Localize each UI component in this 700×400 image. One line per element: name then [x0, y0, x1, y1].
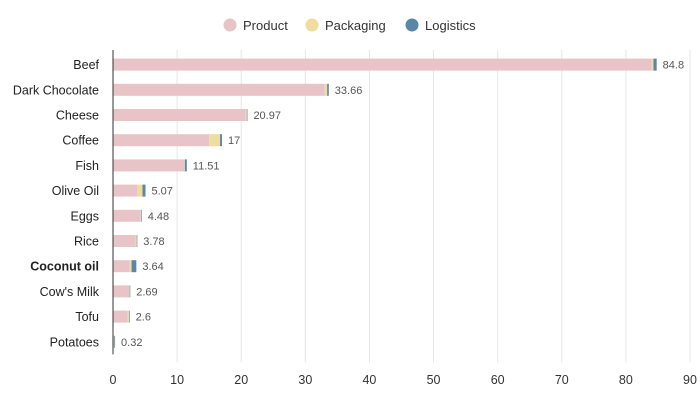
bar-cheese-packaging	[245, 109, 247, 121]
x-tick-label: 60	[491, 373, 505, 387]
x-tick-label: 90	[683, 373, 697, 387]
value-label-cheese: 20.97	[253, 110, 281, 122]
bar-olive-oil-logistics	[142, 184, 146, 197]
bar-beef-logistics	[653, 58, 657, 71]
bar-tofu-packaging	[127, 310, 130, 323]
legend: Product Packaging Logistics	[223, 18, 476, 33]
legend-label-logistics: Logistics	[425, 18, 476, 33]
x-tick-label: 0	[110, 373, 117, 387]
bar-beef-product	[113, 58, 652, 71]
bar-fish-packaging	[184, 159, 185, 172]
bar-fish-logistics	[184, 159, 187, 172]
legend-label-packaging: Packaging	[325, 18, 386, 33]
legend-swatch-packaging	[305, 18, 319, 32]
value-label-rice: 3.78	[143, 236, 164, 248]
bar-cow-s-milk-logistics	[129, 285, 131, 298]
bar-coffee-product	[113, 134, 210, 147]
bar-eggs-logistics	[141, 209, 142, 222]
value-label-cow-s-milk: 2.69	[136, 286, 157, 298]
bar-cow-s-milk-product	[113, 285, 130, 298]
category-label-potatoes: Potatoes	[50, 335, 99, 349]
category-label-cow-s-milk: Cow's Milk	[40, 285, 100, 299]
bar-eggs-product	[113, 209, 141, 222]
value-label-tofu: 2.6	[136, 312, 151, 324]
x-tick-label: 80	[619, 373, 633, 387]
category-label-eggs: Eggs	[71, 209, 100, 223]
bar-tofu-product	[113, 310, 128, 323]
bar-dark-chocolate-packaging	[324, 83, 328, 96]
value-label-olive-oil: 5.07	[152, 186, 173, 198]
bar-cow-s-milk-packaging	[129, 285, 130, 298]
value-label-potatoes: 0.32	[121, 337, 142, 349]
legend-swatch-product	[223, 18, 237, 32]
category-label-fish: Fish	[75, 159, 99, 173]
category-label-tofu: Tofu	[75, 310, 99, 324]
legend-label-product: Product	[243, 18, 288, 33]
bars	[113, 58, 657, 348]
x-tick-label: 50	[427, 373, 441, 387]
bar-olive-oil-packaging	[137, 184, 143, 197]
legend-swatch-logistics	[405, 18, 419, 32]
category-label-coconut-oil: Coconut oil	[30, 260, 99, 274]
category-label-beef: Beef	[73, 58, 99, 72]
value-labels: 84.8 33.66 20.97 17 11.51 5.07 4.48 3.78 3.64 2.6…	[121, 60, 684, 349]
bar-tofu-logistics	[129, 310, 130, 323]
bar-rice-packaging	[135, 235, 137, 247]
bar-dark-chocolate-product	[113, 83, 325, 96]
category-label-coffee: Coffee	[62, 134, 99, 148]
category-labels: Beef Dark Chocolate Cheese Coffee Fish Olive …	[13, 58, 100, 349]
bar-eggs-packaging	[140, 209, 142, 222]
value-label-coconut-oil: 3.64	[142, 261, 163, 273]
value-label-fish: 11.51	[193, 160, 220, 172]
x-tick-label: 10	[170, 373, 184, 387]
value-label-coffee: 17	[228, 135, 240, 147]
x-axis-ticks: 0 10 20 30 40 50 60 70 80 90	[110, 373, 697, 387]
bar-rice-product	[113, 235, 136, 247]
x-tick-label: 70	[555, 373, 569, 387]
category-label-cheese: Cheese	[56, 109, 99, 123]
category-label-olive-oil: Olive Oil	[52, 184, 99, 198]
category-label-dark-chocolate: Dark Chocolate	[13, 83, 99, 97]
bar-coconut-oil-product	[113, 260, 130, 273]
bar-potatoes-logistics	[114, 335, 116, 348]
x-tick-label: 40	[362, 373, 376, 387]
x-tick-label: 20	[234, 373, 248, 387]
bar-cheese-logistics	[246, 109, 248, 121]
value-label-dark-chocolate: 33.66	[335, 85, 363, 97]
bar-beef-packaging	[651, 58, 654, 71]
category-label-rice: Rice	[74, 235, 99, 249]
bar-potatoes-packaging	[113, 335, 115, 348]
bar-olive-oil-product	[113, 184, 138, 197]
bar-coconut-oil-logistics	[131, 260, 137, 273]
bar-rice-logistics	[136, 235, 138, 247]
bar-dark-chocolate-logistics	[327, 83, 329, 96]
bar-coconut-oil-packaging	[129, 260, 132, 273]
x-tick-label: 30	[298, 373, 312, 387]
bar-coffee-packaging	[209, 134, 221, 147]
value-label-eggs: 4.48	[148, 211, 169, 223]
bar-fish-product	[113, 159, 185, 172]
value-label-beef: 84.8	[663, 60, 684, 72]
bar-coffee-logistics	[220, 134, 222, 147]
bar-cheese-product	[113, 109, 246, 121]
gridlines	[176, 50, 691, 363]
